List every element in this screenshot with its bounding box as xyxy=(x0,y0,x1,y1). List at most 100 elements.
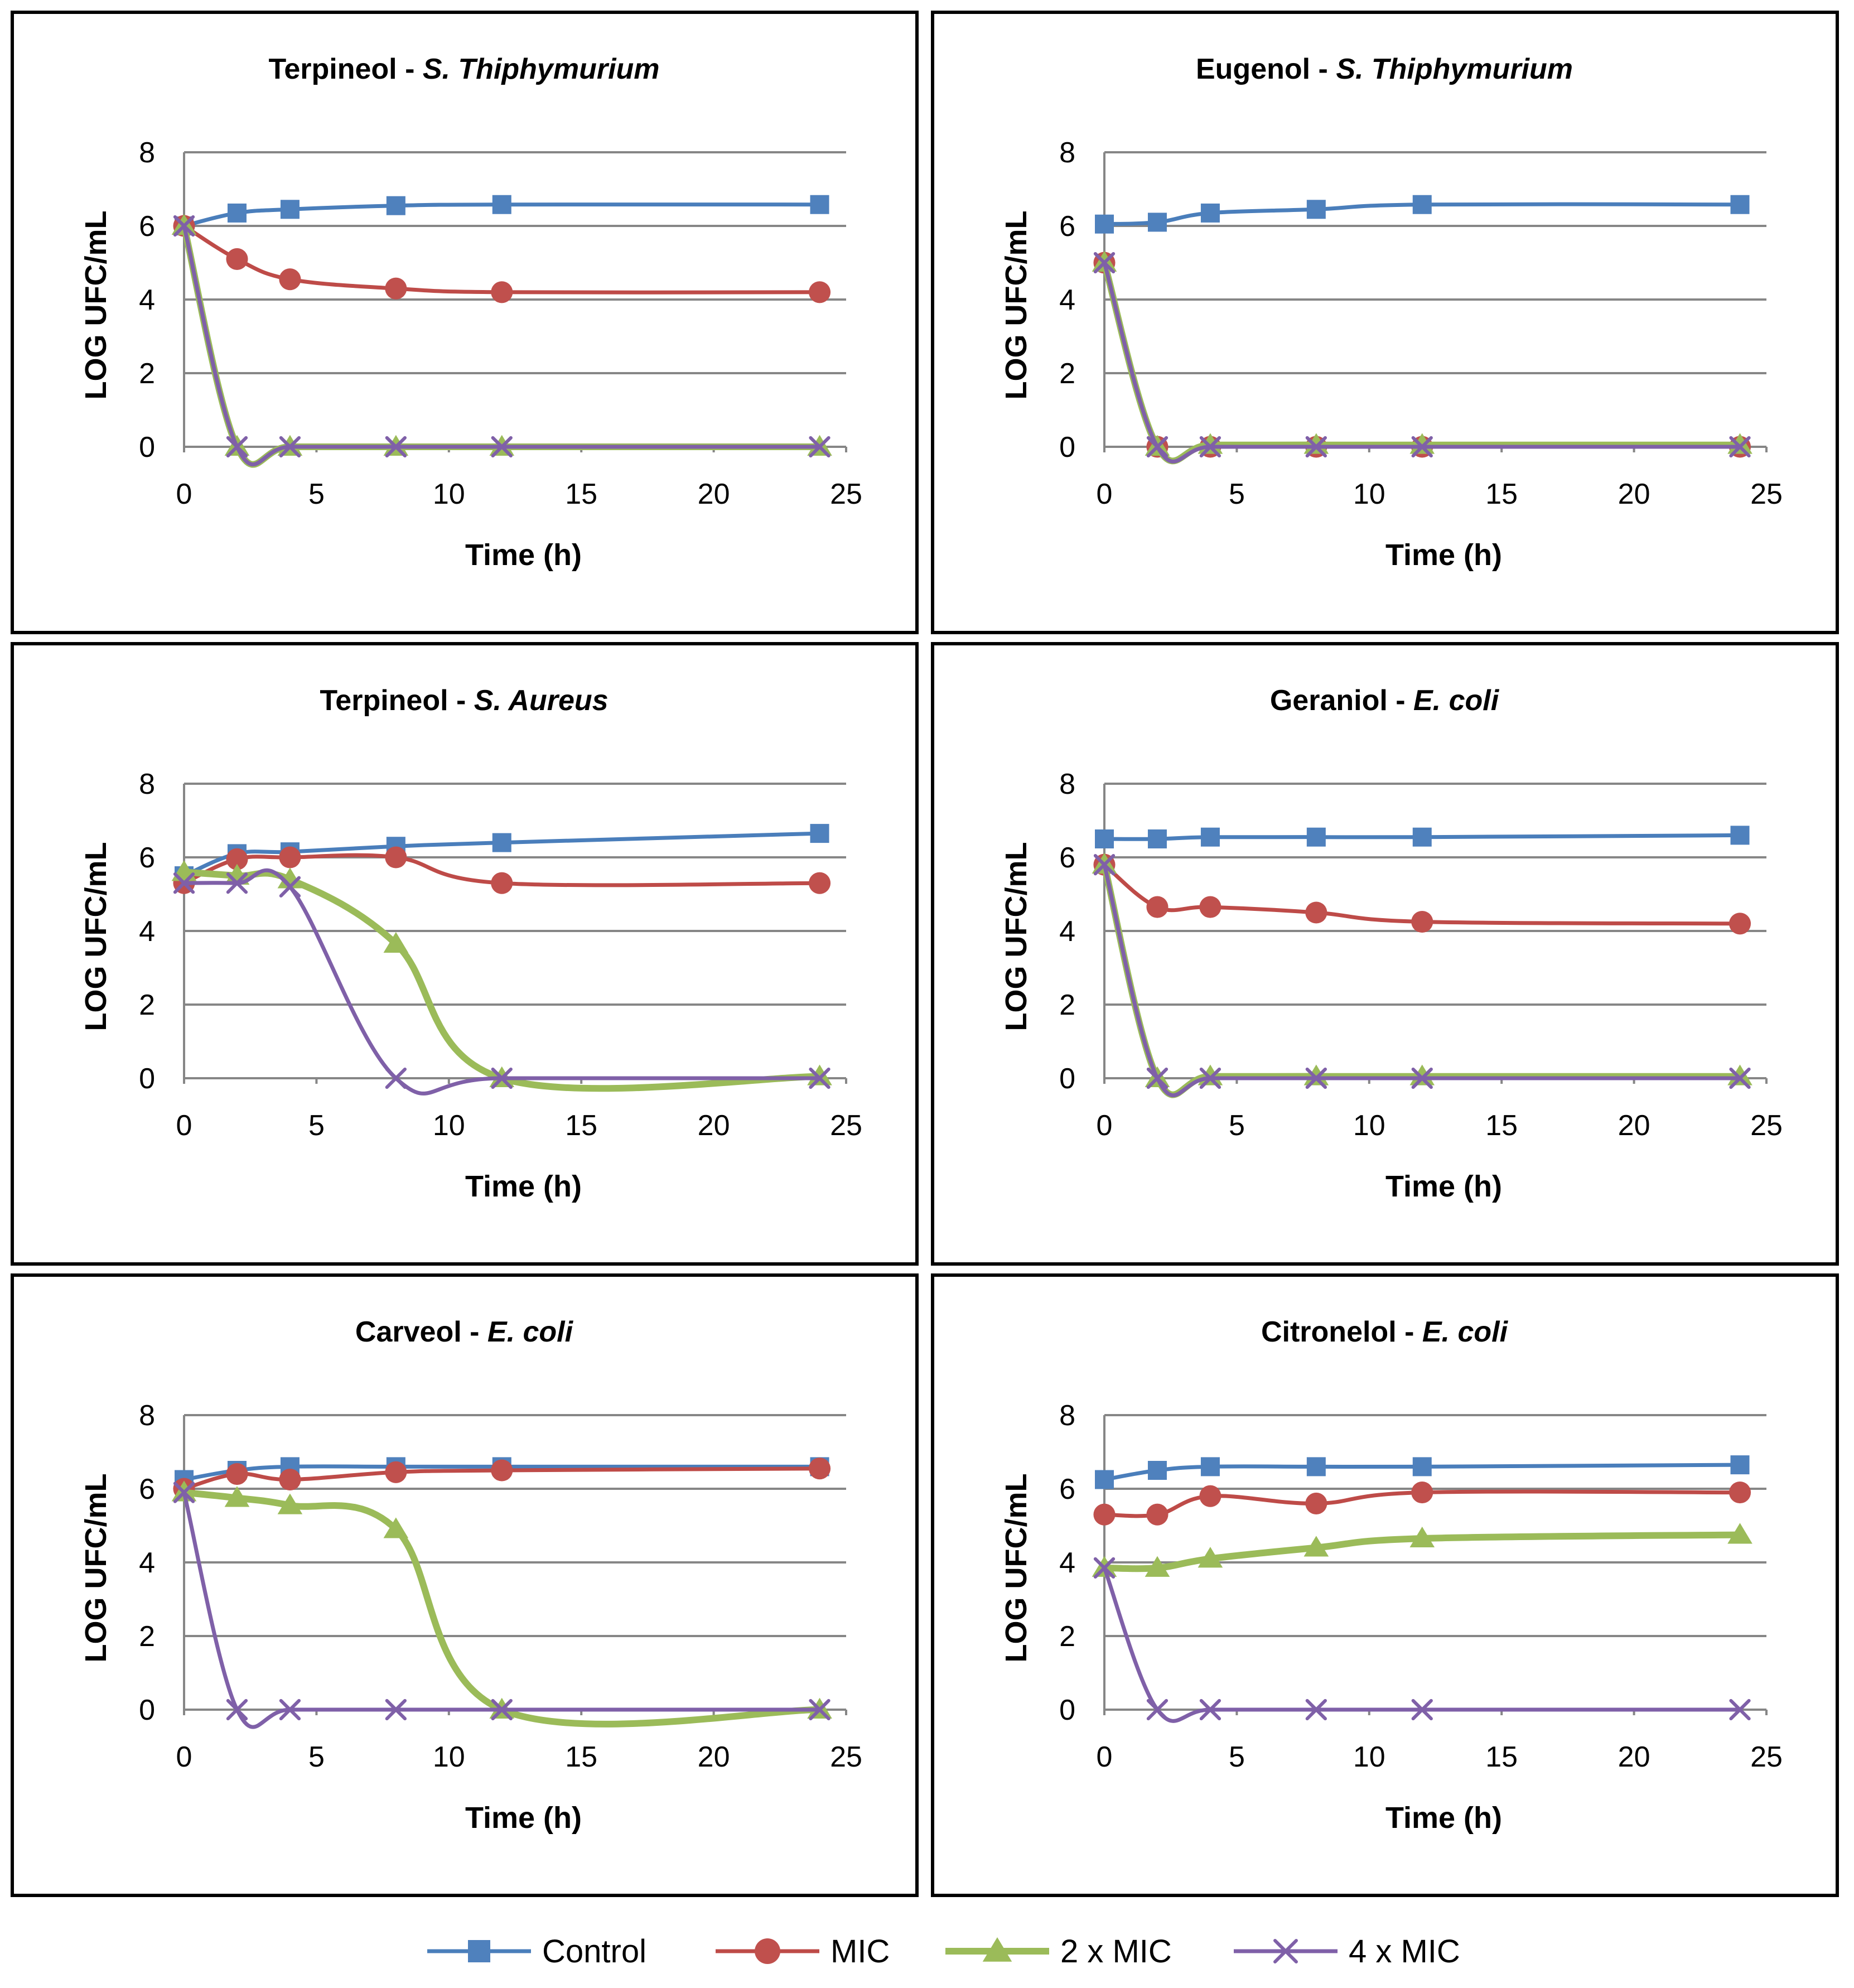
data-point-mic4 xyxy=(1411,1067,1433,1089)
x-tick-label: 0 xyxy=(176,478,192,510)
x-tick-label: 15 xyxy=(1485,478,1518,510)
data-point-control xyxy=(1095,1470,1114,1489)
chart-panel: Eugenol - S. Thiphymurium 0 2 4 6 8 0 5 10 15 20 25… xyxy=(931,11,1839,634)
chart-title-compound: Geraniol - xyxy=(1270,684,1413,717)
y-axis-label: LOG UFC/mL xyxy=(1000,211,1033,400)
data-point-mic xyxy=(226,848,248,870)
data-point-mic xyxy=(385,1461,407,1483)
data-point-mic xyxy=(1199,896,1221,918)
x-tick-label: 25 xyxy=(1750,1741,1783,1773)
data-point-mic2 xyxy=(1409,1526,1435,1548)
chart-title: Terpineol - S. Thiphymurium xyxy=(268,53,659,85)
data-point-mic4 xyxy=(1411,1699,1433,1721)
data-point-mic4 xyxy=(1305,1067,1327,1089)
chart-title: Carveol - E. coli xyxy=(355,1316,574,1348)
y-tick-label: 8 xyxy=(1059,1400,1075,1432)
data-point-mic4 xyxy=(385,436,407,458)
y-axis-label: LOG UFC/mL xyxy=(1000,1474,1033,1663)
y-tick-label: 6 xyxy=(139,210,155,243)
data-point-mic4 xyxy=(1146,1067,1169,1089)
data-point-mic4 xyxy=(173,872,195,894)
x-tick-label: 5 xyxy=(1229,1741,1245,1773)
x-axis-label: Time (h) xyxy=(465,538,582,572)
y-tick-label: 6 xyxy=(1059,1473,1075,1506)
y-tick-label: 2 xyxy=(139,989,155,1021)
data-point-mic4 xyxy=(1729,1067,1751,1089)
data-point-mic xyxy=(808,872,831,894)
chart-title-compound: Terpineol - xyxy=(320,684,474,717)
data-point-mic xyxy=(279,268,301,291)
data-point-mic4 xyxy=(1199,1067,1221,1089)
data-point-mic4 xyxy=(279,1699,301,1721)
y-tick-label: 2 xyxy=(1059,989,1075,1021)
data-point-mic xyxy=(1305,1492,1327,1514)
y-tick-label: 4 xyxy=(139,915,155,948)
data-point-mic4 xyxy=(1093,1557,1116,1579)
data-point-control xyxy=(1730,1455,1750,1475)
chart-title: Terpineol - S. Aureus xyxy=(320,684,608,717)
y-tick-label: 0 xyxy=(139,1063,155,1095)
data-point-control xyxy=(810,195,829,214)
series-mic2 xyxy=(1092,1523,1752,1577)
chart-panel: Geraniol - E. coli 0 2 4 6 8 0 5 10 15 20 25 Time (h… xyxy=(931,642,1839,1266)
data-point-control xyxy=(1306,1457,1326,1476)
y-tick-label: 8 xyxy=(139,1400,155,1432)
series-control xyxy=(1095,195,1750,234)
series-line-mic2 xyxy=(181,1489,823,1728)
x-tick-label: 20 xyxy=(698,478,730,510)
x-tick-label: 10 xyxy=(1353,478,1385,510)
x-tick-label: 5 xyxy=(308,1109,325,1142)
x-tick-label: 15 xyxy=(565,1109,597,1142)
data-point-control xyxy=(1147,213,1167,232)
x-tick-label: 20 xyxy=(698,1109,730,1142)
x-tick-label: 0 xyxy=(176,1741,192,1773)
data-point-mic xyxy=(279,846,301,868)
panel-frame xyxy=(11,642,919,1266)
x-tick-label: 10 xyxy=(433,478,465,510)
data-point-mic4 xyxy=(1411,436,1433,458)
data-point-control xyxy=(492,195,511,214)
x-tick-label: 5 xyxy=(1229,1109,1245,1142)
data-point-mic2 xyxy=(224,863,250,885)
series-mic4 xyxy=(173,1482,831,1729)
data-point-mic xyxy=(808,281,831,303)
x-axis-label: Time (h) xyxy=(1385,1801,1502,1835)
y-tick-label: 2 xyxy=(139,1620,155,1653)
series-control xyxy=(1095,1455,1750,1489)
panel-frame xyxy=(11,11,919,634)
data-point-mic4 xyxy=(1729,1699,1751,1721)
data-point-mic xyxy=(491,1459,513,1482)
y-tick-label: 0 xyxy=(139,431,155,464)
data-point-control xyxy=(1306,200,1326,219)
data-point-mic2 xyxy=(224,1486,250,1507)
series-control xyxy=(1095,826,1750,848)
x-tick-label: 15 xyxy=(565,478,597,510)
panel-frame xyxy=(931,1273,1839,1897)
y-axis-label: LOG UFC/mL xyxy=(79,1474,113,1663)
chart-title-species: E. coli xyxy=(1422,1316,1509,1348)
data-point-mic4 xyxy=(173,1482,195,1503)
x-tick-label: 15 xyxy=(565,1741,597,1773)
data-point-mic xyxy=(1146,1503,1169,1526)
data-point-mic2 xyxy=(277,867,303,889)
data-point-mic xyxy=(1729,913,1751,935)
legend-label-control: Control xyxy=(542,1933,646,1970)
legend: Control MIC 2 x MIC 4 x MIC xyxy=(427,1933,1460,1970)
x-tick-label: 0 xyxy=(176,1109,192,1142)
x-tick-label: 10 xyxy=(1353,1741,1385,1773)
data-point-mic4 xyxy=(1199,1699,1221,1721)
y-tick-label: 8 xyxy=(139,768,155,800)
legend-label-mic: MIC xyxy=(831,1933,890,1970)
data-point-mic2 xyxy=(277,1493,303,1514)
x-tick-label: 25 xyxy=(1750,478,1783,510)
data-point-control xyxy=(1200,827,1220,847)
chart-title: Citronelol - E. coli xyxy=(1261,1316,1509,1348)
chart-title: Eugenol - S. Thiphymurium xyxy=(1196,53,1573,85)
x-axis-label: Time (h) xyxy=(1385,538,1502,572)
chart-panel: Terpineol - S. Aureus 0 2 4 6 8 0 5 10 15 20 25 Time… xyxy=(11,642,919,1266)
x-tick-label: 10 xyxy=(433,1109,465,1142)
series-line-mic4 xyxy=(1102,862,1742,1098)
x-axis-label: Time (h) xyxy=(1385,1170,1502,1203)
y-tick-label: 2 xyxy=(1059,358,1075,390)
